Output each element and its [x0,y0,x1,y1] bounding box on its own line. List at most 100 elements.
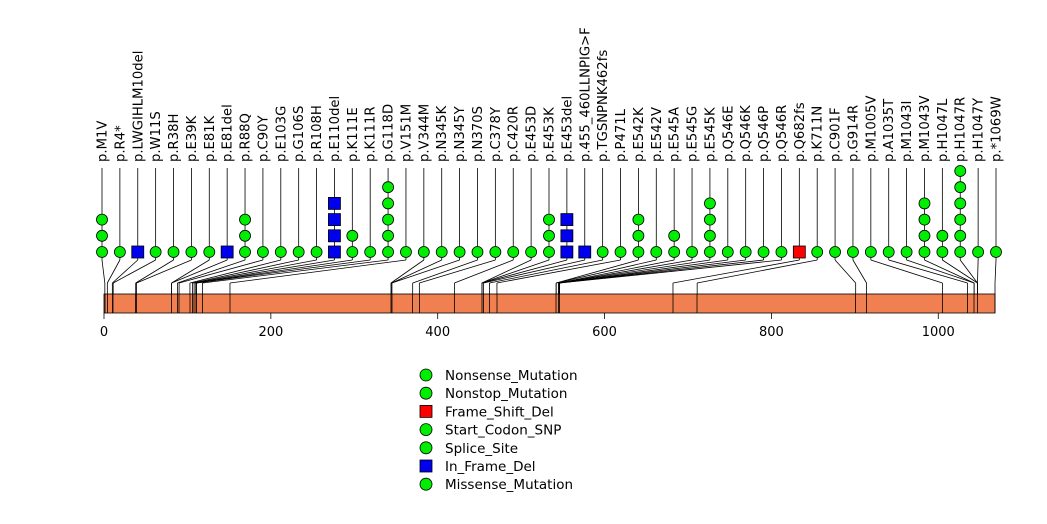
mutation-label: p.C90Y [256,114,271,162]
mutation-marker-circle [811,246,824,258]
mutation-label: p.M1043I [900,101,915,162]
mutation-connector [171,259,210,284]
x-tick-label: 1000 [922,325,955,340]
mutation-label: p.K111E [346,107,361,162]
mutation-marker-circle [936,229,949,242]
mutation-label: p.R38H [167,114,182,162]
mutation-marker-circle [525,246,538,258]
mutation-marker-circle [721,246,734,258]
mutation-connector [194,259,317,284]
mutation-connector [192,259,299,284]
mutation-marker-circle [382,229,394,242]
mutation-label: p.H1047R [954,97,969,162]
mutation-connector [496,259,621,284]
mutation-connector [942,259,978,284]
mutation-label: p.H1047Y [972,97,987,162]
mutation-label: p.Q546K [739,105,754,162]
mutation-marker-circle [864,246,877,258]
mutation-label: p.W11S [149,111,164,162]
protein-bar [103,293,996,314]
mutation-marker-circle [632,229,645,242]
mutation-marker-circle [882,246,895,258]
mutation-marker-circle [972,246,985,258]
mutation-label: p.Q682fs [793,102,808,162]
mutation-marker-circle [185,246,198,258]
legend-marker-circle [419,477,433,491]
mutation-marker-square [328,213,341,227]
mutation-marker-circle [471,246,484,258]
mutation-marker-circle [847,246,859,258]
mutation-label: p.C378Y [489,106,504,162]
mutation-label: p.M1005V [864,95,879,162]
legend-marker-square [419,404,433,418]
mutation-connector [558,259,675,284]
mutation-marker-square [560,245,574,259]
mutation-connector [870,259,943,284]
mutation-marker-circle [346,229,359,242]
mutation-marker-circle [274,246,287,258]
mutation-label: p.E545A [668,107,683,162]
mutation-label: p.Q546E [721,106,736,162]
mutation-marker-circle [292,246,305,258]
mutation-connector [959,259,978,284]
mutation-connector [412,259,478,284]
mutation-label: p.P471L [614,108,629,162]
mutation-connector [672,259,800,284]
mutation-label: p.E81K [203,115,218,162]
legend-marker-square [419,459,433,473]
mutation-connector [556,259,639,284]
mutation-marker-circle [918,197,931,210]
mutation-marker-circle [918,229,931,242]
mutation-marker-circle [382,246,394,258]
mutation-label: p.N345Y [453,105,468,162]
mutation-connector [112,259,139,284]
mutation-marker-circle [346,246,359,258]
mutation-marker-circle [417,246,430,258]
mutation-connector [481,259,567,284]
mutation-marker-circle [704,246,716,258]
legend-marker-circle [419,386,433,400]
mutation-label: p.C901F [829,107,844,162]
mutation-marker-circle [435,246,448,258]
mutation-marker-circle [239,213,251,226]
mutation-connector [419,259,496,284]
mutation-label: p.E542K [632,107,647,162]
mutation-marker-circle [239,246,251,258]
legend-label: Frame_Shift_Del [445,404,554,420]
mutation-marker-circle [543,213,555,226]
mutation-connector [106,259,121,284]
mutation-connector [178,259,264,284]
mutation-connector [390,259,425,284]
mutation-label: p.N370S [471,106,486,162]
mutation-label: p.455_460LLNPIG>F [578,27,593,162]
mutation-connector [171,259,228,284]
mutation-marker-circle [668,246,681,258]
legend-label: Missense_Mutation [445,477,573,493]
mutation-connector [556,259,657,284]
mutation-label: p.H1047L [936,98,951,162]
mutation-marker-circle [382,197,394,210]
mutation-marker-circle [382,213,394,226]
mutation-connector [558,259,693,284]
mutation-connector [391,259,442,284]
mutation-connector [697,259,818,284]
mutation-connector [391,259,460,284]
mutation-connector [558,259,710,284]
mutation-label: p.E81del [221,104,236,162]
mutation-label: p.E103G [274,106,289,162]
mutation-label: p.R88Q [239,113,254,162]
protein-track [103,293,996,314]
mutation-label: p.E542V [650,107,665,162]
mutation-label: p.Q546R [775,105,790,162]
mutation-marker-circle [364,246,377,258]
mutation-label: p.G106S [292,106,307,162]
mutation-marker-circle [954,181,967,194]
mutation-marker-circle [704,229,716,242]
legend: Nonsense_Mutation Nonstop_Mutation Frame_S… [419,368,578,493]
mutation-marker-circle [310,246,323,258]
mutation-marker-circle [704,197,716,210]
legend-label: Nonsense_Mutation [445,368,578,384]
mutation-label: p.C420R [507,106,522,162]
mutation-marker-circle [757,246,770,258]
